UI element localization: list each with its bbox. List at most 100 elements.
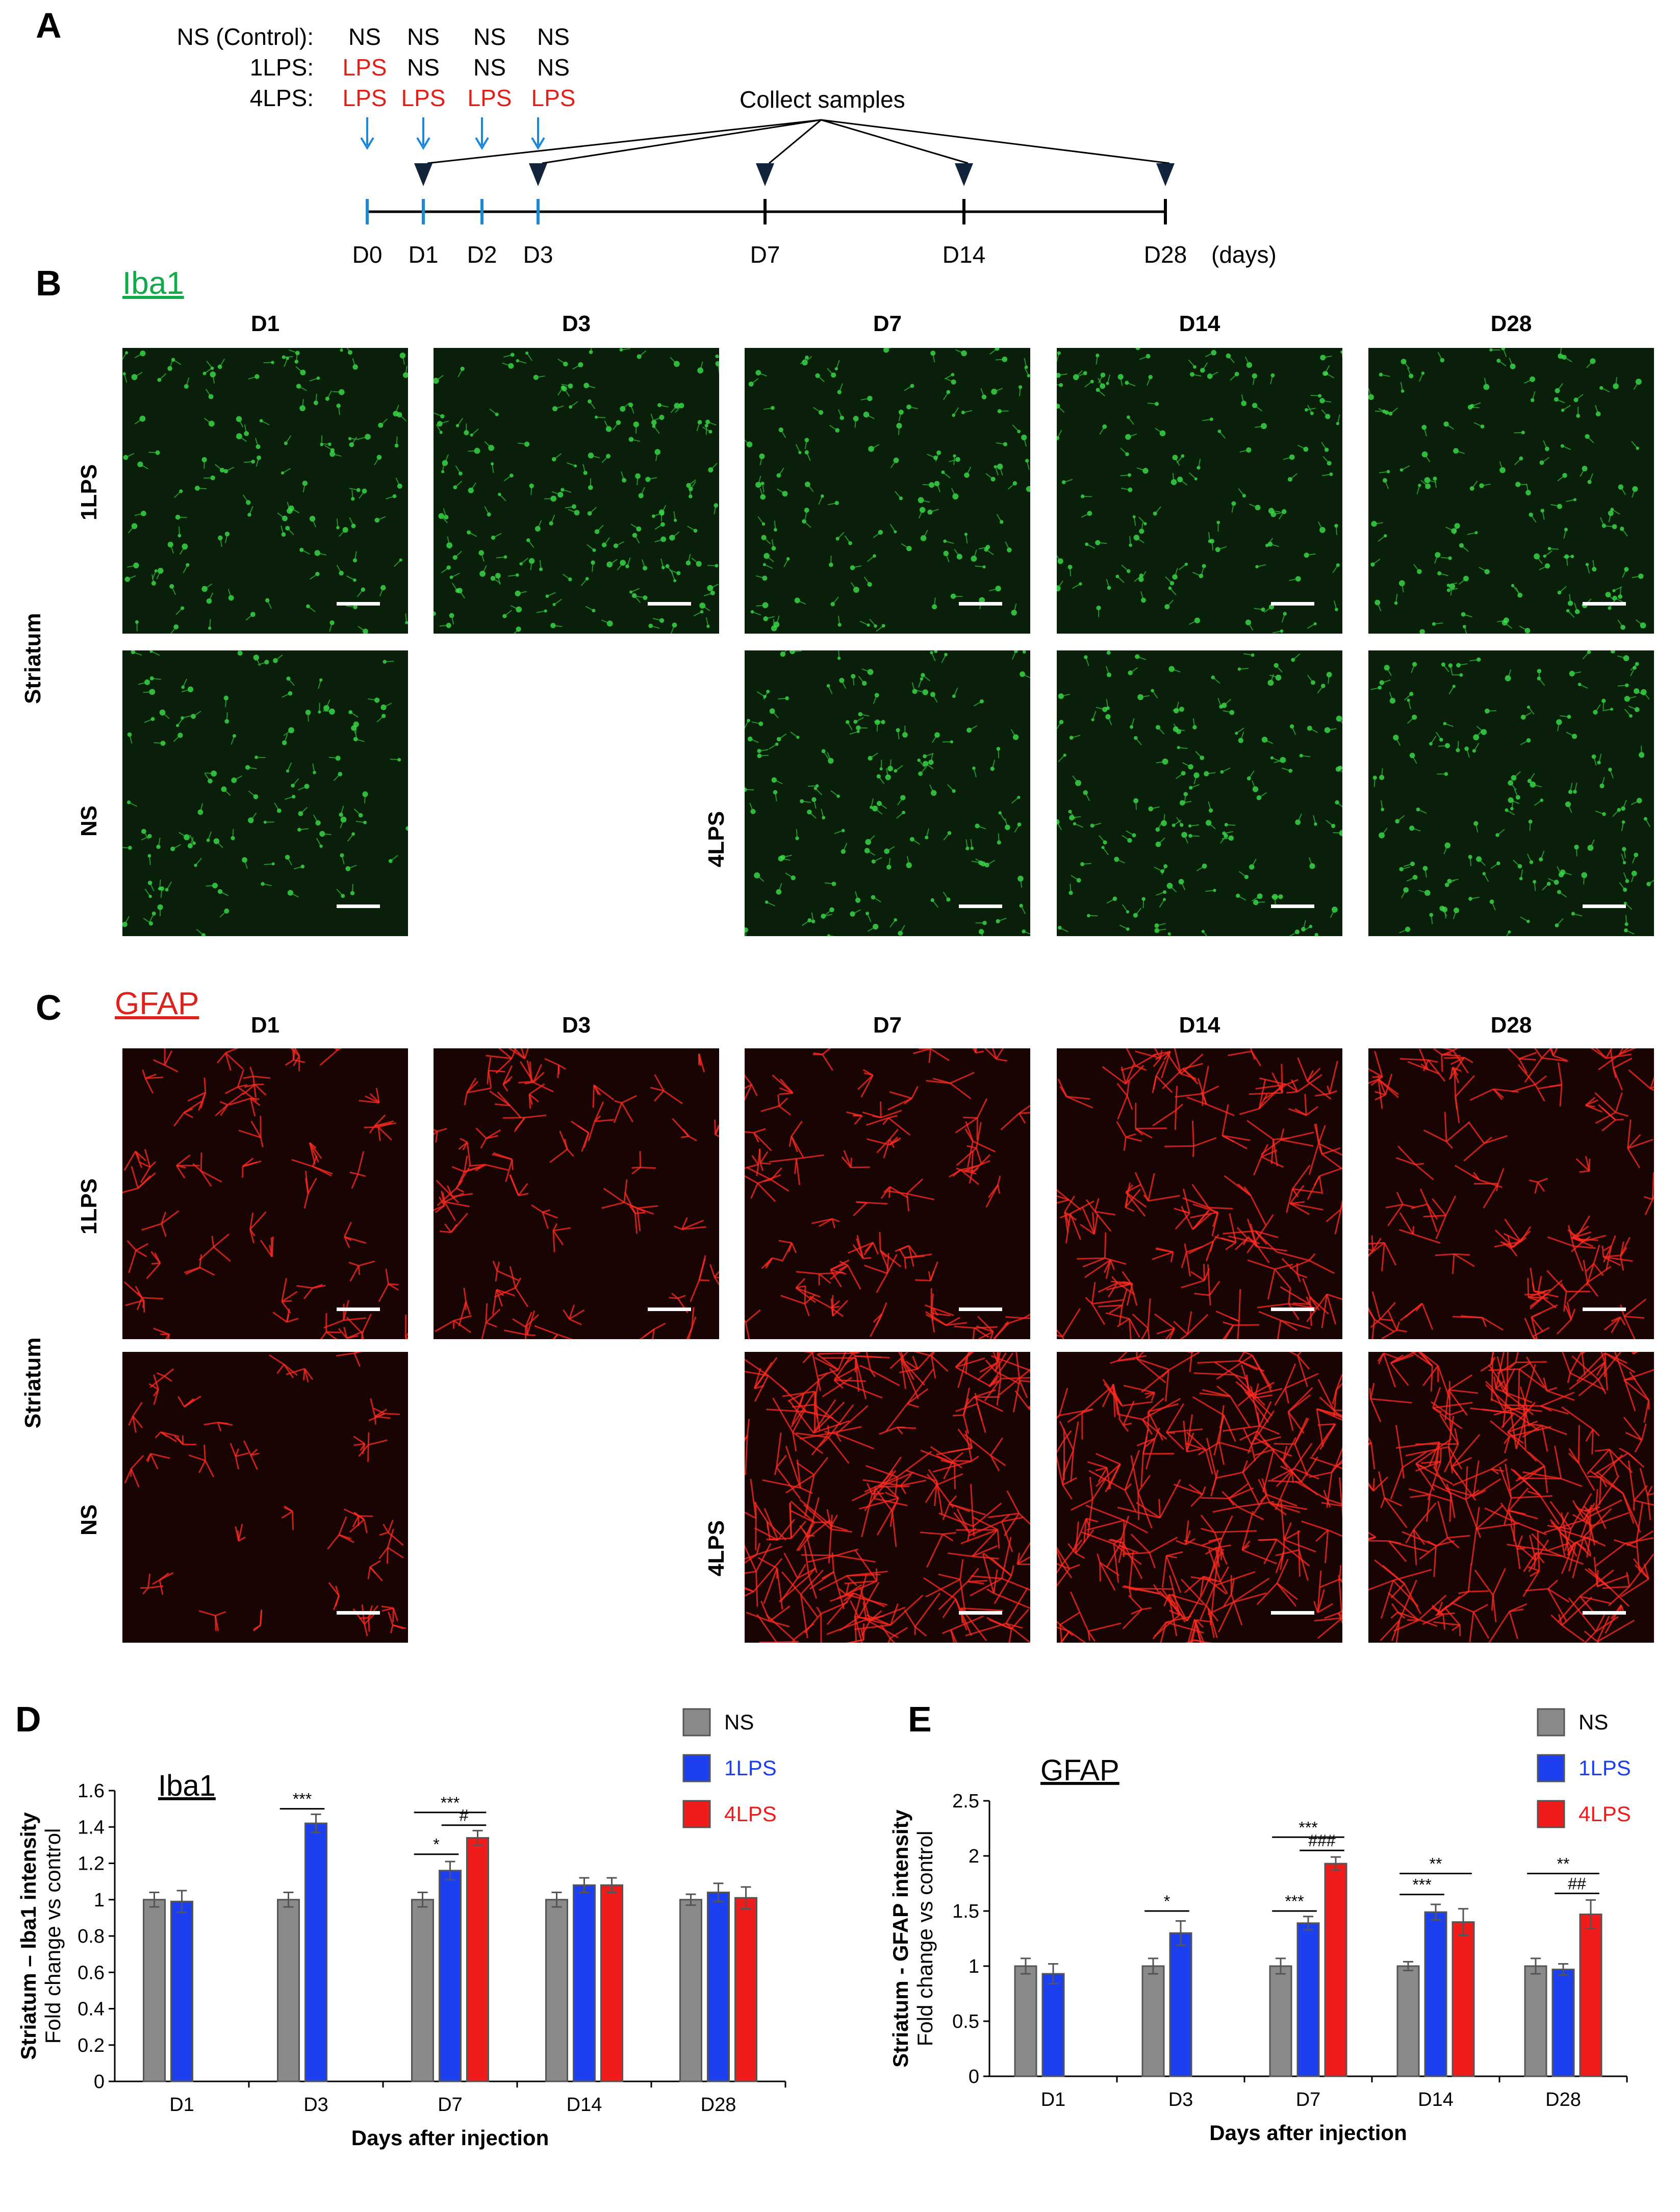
cell-mark	[1410, 1494, 1431, 1498]
cell-mark	[142, 1069, 146, 1079]
cell-mark	[1328, 674, 1330, 684]
cell-mark	[873, 532, 881, 539]
cell-mark	[1161, 820, 1167, 826]
cell-mark	[1322, 355, 1332, 358]
cell-mark	[1558, 1062, 1563, 1085]
cell-mark	[1569, 594, 1571, 604]
cell-mark	[904, 385, 913, 391]
cell-mark	[521, 1048, 526, 1059]
micrograph-texture	[434, 348, 719, 634]
cell-mark	[1209, 1585, 1215, 1625]
cell-mark	[1105, 1312, 1130, 1320]
cell-mark	[126, 1240, 137, 1251]
cell-mark	[1209, 539, 1215, 544]
cell-mark	[340, 816, 347, 823]
cell-mark	[390, 854, 398, 862]
cell-mark	[1092, 1212, 1096, 1235]
cell-mark	[1202, 1085, 1219, 1095]
schedule-cell: LPS	[342, 54, 387, 81]
scale-bar	[648, 602, 691, 606]
cell-mark	[141, 836, 150, 841]
cell-mark	[1011, 1608, 1029, 1630]
cell-mark	[1301, 755, 1311, 758]
cell-mark	[809, 811, 817, 819]
gfap-micrograph	[1368, 1048, 1654, 1339]
cell-mark	[251, 460, 255, 464]
cell-mark	[296, 1285, 313, 1289]
cell-mark	[1005, 541, 1010, 550]
cell-mark	[1000, 1113, 1020, 1130]
cell-mark	[1294, 1108, 1307, 1116]
cell-mark	[1624, 567, 1629, 572]
cell-mark	[265, 598, 270, 602]
cell-mark	[142, 1297, 164, 1300]
cell-mark	[941, 654, 947, 663]
cell-mark	[289, 349, 298, 354]
cell-mark	[601, 619, 610, 624]
cell-mark	[1128, 1588, 1132, 1597]
cell-mark	[1625, 902, 1633, 910]
cell-mark	[1448, 1389, 1479, 1394]
cell-mark	[235, 1448, 240, 1457]
cell-mark	[876, 625, 884, 632]
cell-mark	[614, 1100, 622, 1104]
cell-mark	[850, 582, 857, 590]
cell-mark	[906, 545, 912, 551]
cell-mark	[1534, 1182, 1539, 1194]
cell-mark	[1302, 926, 1311, 932]
cell-mark	[281, 1291, 298, 1302]
cell-mark	[328, 1582, 340, 1596]
cell-mark	[1058, 373, 1067, 376]
cell-mark	[1587, 1282, 1598, 1297]
cell-mark	[1509, 1408, 1517, 1449]
cell-mark	[831, 1218, 836, 1228]
cell-mark	[542, 1211, 558, 1219]
cell-mark	[1368, 1078, 1379, 1084]
cell-mark	[1260, 1494, 1267, 1502]
cell-mark	[1321, 409, 1329, 417]
cell-mark	[914, 1626, 927, 1637]
cell-mark	[139, 415, 146, 422]
cell-mark	[457, 418, 464, 426]
cell-mark	[1605, 1048, 1613, 1059]
cell-mark	[1297, 1273, 1308, 1278]
cell-mark	[582, 464, 586, 473]
cell-mark	[870, 806, 873, 809]
scale-bar	[1271, 1308, 1314, 1311]
cell-mark	[1170, 479, 1177, 485]
cell-mark	[1109, 1260, 1115, 1270]
cell-mark	[1453, 448, 1459, 454]
cell-mark	[1270, 543, 1280, 547]
cell-mark	[1302, 1278, 1311, 1297]
cell-mark	[1458, 663, 1468, 666]
cell-mark	[1454, 908, 1459, 913]
cell-mark	[364, 1624, 368, 1637]
cell-mark	[1260, 1144, 1269, 1158]
cell-mark	[833, 1379, 844, 1389]
cell-mark	[1453, 910, 1457, 919]
cell-mark	[1137, 1492, 1140, 1520]
cell-mark	[714, 1119, 716, 1135]
cell-mark	[287, 501, 290, 511]
cell-mark	[1188, 824, 1192, 828]
cell-mark	[806, 1534, 815, 1537]
cell-mark	[889, 759, 892, 769]
cell-mark	[1151, 1392, 1156, 1401]
cell-mark	[1242, 1238, 1249, 1245]
cell-mark	[518, 591, 527, 594]
cell-mark	[480, 1138, 487, 1149]
cell-mark	[1581, 1353, 1586, 1376]
cell-mark	[1370, 1076, 1383, 1086]
cell-mark	[866, 1482, 873, 1495]
cell-mark	[1057, 1329, 1063, 1338]
cell-mark	[1203, 1264, 1206, 1280]
cell-mark	[1291, 1471, 1294, 1483]
cell-mark	[818, 1369, 839, 1377]
cell-mark	[1405, 926, 1411, 932]
cell-mark	[151, 677, 161, 680]
cell-mark	[1488, 1611, 1510, 1643]
cell-mark	[763, 1568, 778, 1604]
cell-mark	[200, 1170, 212, 1187]
cell-mark	[1418, 373, 1423, 382]
cell-mark	[1579, 1596, 1594, 1613]
